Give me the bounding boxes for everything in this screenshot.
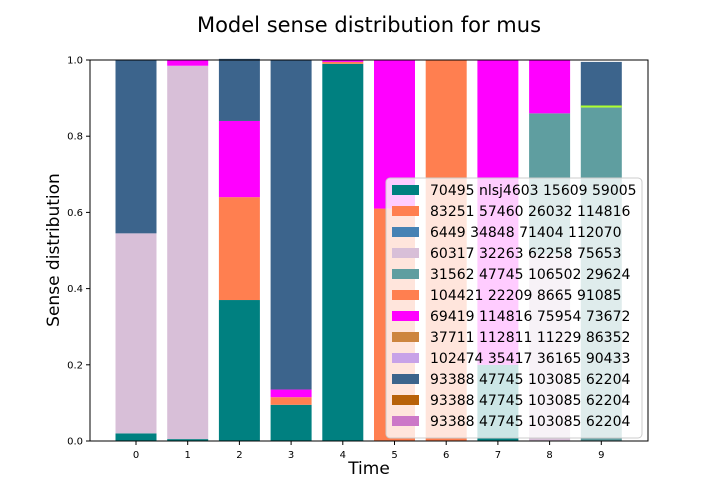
x-tick-label: 8 [546, 450, 552, 461]
y-axis-label: Sense distribution [44, 173, 64, 327]
legend-box [385, 177, 643, 439]
x-axis-label: Time [347, 459, 390, 479]
legend-swatch [392, 248, 419, 258]
y-axis: 0.0 0.2 0.4 0.6 0.8 1.0 [67, 56, 90, 448]
bar-segment-3-s1 [270, 397, 312, 405]
x-tick-label: 3 [288, 450, 294, 461]
legend-label: 104421 22209 8665 91085 [430, 288, 622, 304]
legend-label: 93388 47745 103085 62204 [430, 372, 630, 388]
x-tick-label: 2 [236, 450, 242, 461]
x-axis: 0 1 2 3 4 5 6 7 8 9 [133, 441, 604, 461]
bar-segment-4-s6 [322, 60, 364, 62]
x-tick-label: 7 [495, 450, 501, 461]
legend-swatch [392, 206, 419, 216]
legend-swatch [392, 332, 419, 342]
y-tick-label: 0.0 [67, 437, 83, 448]
bar-segment-9-s9 [580, 61, 622, 108]
bar-segment-3-s9 [270, 60, 312, 390]
legend-swatch [392, 227, 419, 237]
bar-segment-2-s1 [218, 197, 260, 301]
bar-segment-3-s0 [270, 404, 312, 441]
legend-label: 60317 32263 62258 75653 [430, 246, 622, 262]
legend-label: 31562 47745 106502 29624 [430, 267, 630, 283]
legend-label: 6449 34848 71404 112070 [430, 225, 622, 241]
bar-segment-0-s9 [115, 60, 157, 234]
x-tick-label: 0 [133, 450, 139, 461]
y-tick-label: 0.8 [67, 132, 83, 143]
x-tick-label: 9 [598, 450, 604, 461]
x-tick-label: 1 [185, 450, 191, 461]
bar-segment-0-s0 [115, 433, 157, 441]
bar-segment-8-s6 [529, 60, 571, 114]
legend-swatch [392, 374, 419, 384]
y-tick-label: 0.6 [67, 208, 83, 219]
bar-segment-2-s6 [218, 120, 260, 198]
x-tick-label: 6 [443, 450, 449, 461]
legend-swatch [392, 416, 419, 426]
bar-segment-0-s3 [115, 233, 157, 434]
x-tick-label: 4 [340, 450, 346, 461]
legend-label: 83251 57460 26032 114816 [430, 204, 630, 220]
legend-swatch [392, 269, 419, 279]
legend-label: 93388 47745 103085 62204 [430, 414, 630, 430]
legend-label: 93388 47745 103085 62204 [430, 393, 630, 409]
bar-segment-4-s1 [322, 61, 364, 64]
y-tick-label: 1.0 [67, 56, 83, 67]
bar-segment-3-s6 [270, 389, 312, 398]
plot-frame [89, 59, 649, 442]
legend-label: 70495 nlsj4603 15609 59005 [430, 183, 637, 199]
legend-swatch [392, 395, 419, 405]
bar-segment-1-s3 [167, 65, 209, 440]
legend-swatch [392, 185, 419, 195]
chart-title: Model sense distribution for mus [197, 13, 541, 37]
legend-label: 69419 114816 75954 73672 [430, 309, 630, 325]
legend-swatch [392, 290, 419, 300]
bar-segment-2-s9 [218, 58, 260, 121]
legend: 70495 nlsj4603 15609 59005 83251 57460 26… [385, 177, 643, 439]
legend-label: 37711 112811 11229 86352 [430, 330, 630, 346]
legend-swatch [392, 353, 419, 363]
bar-segment-1-s0 [167, 439, 209, 441]
legend-label: 102474 35417 36165 90433 [430, 351, 630, 367]
legend-swatch [392, 311, 419, 321]
bar-segment-1-s6 [167, 60, 209, 66]
y-tick-label: 0.4 [67, 284, 83, 295]
y-tick-label: 0.2 [67, 360, 83, 371]
x-tick-label: 5 [391, 450, 397, 461]
bar-segment-2-s0 [218, 300, 260, 441]
bar-segment-4-s0 [322, 63, 364, 442]
